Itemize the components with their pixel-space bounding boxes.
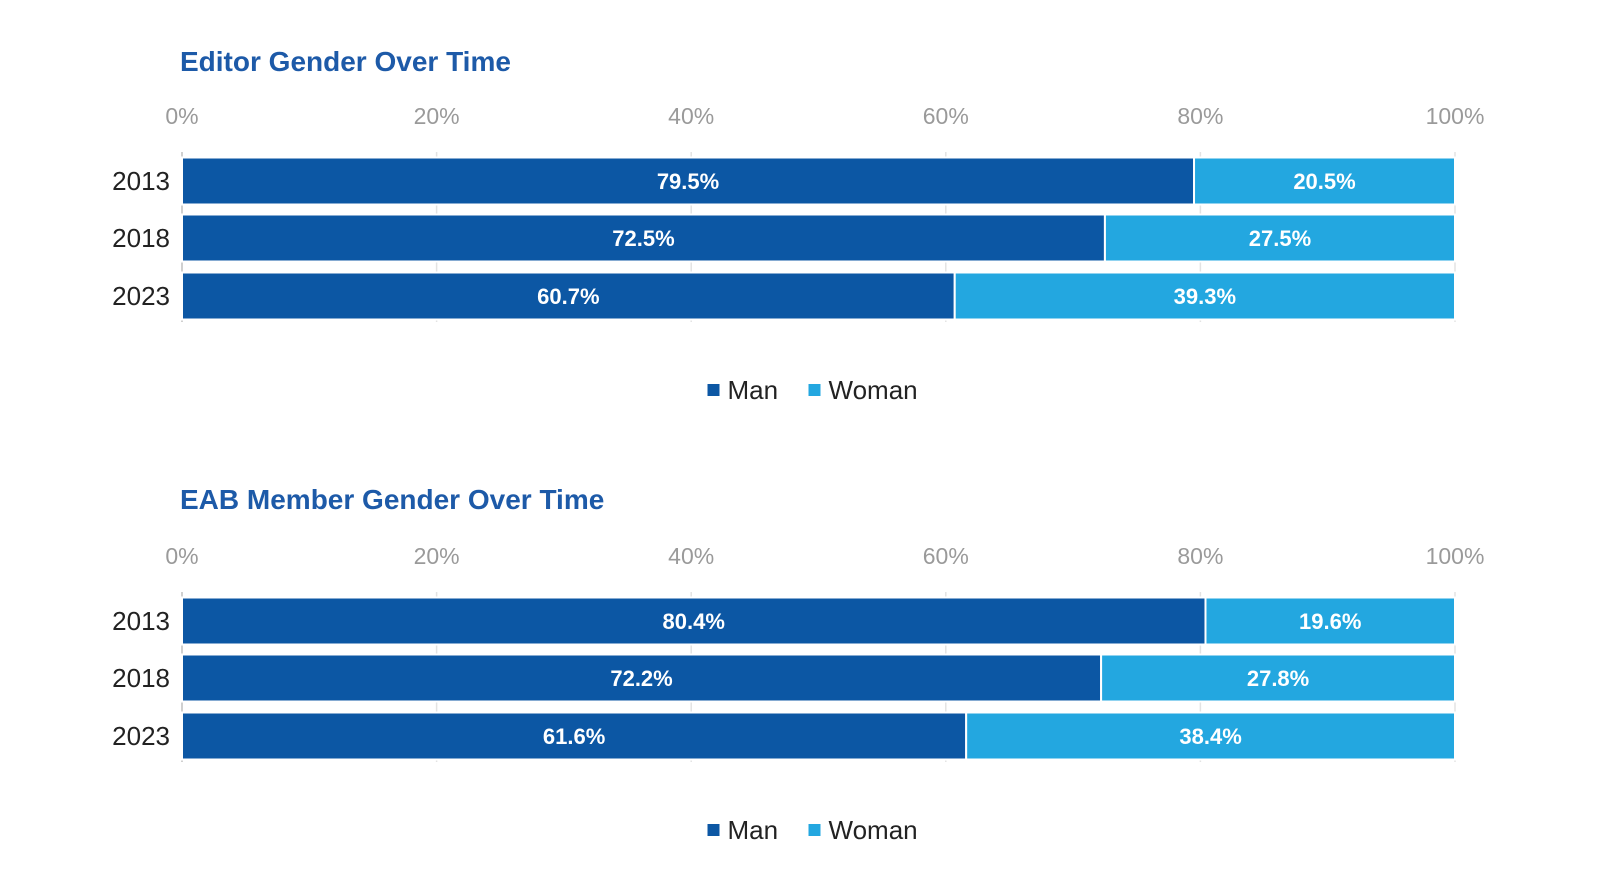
category-label: 2018 — [112, 223, 170, 253]
x-tick-label: 40% — [668, 543, 714, 569]
legend-swatch-woman — [808, 384, 821, 396]
bar-man — [181, 711, 968, 761]
bar-woman — [1103, 213, 1457, 263]
data-label: 19.6% — [1299, 609, 1361, 634]
category-label: 2023 — [112, 721, 170, 751]
x-tick-label: 60% — [923, 103, 969, 129]
chart-eab-member-gender: EAB Member Gender Over Time 0% 20% 40% 60% 8… — [0, 440, 1606, 860]
data-label: 80.4% — [663, 609, 725, 634]
data-label: 60.7% — [537, 284, 599, 309]
bar-woman — [1193, 156, 1457, 206]
bar-woman — [1204, 596, 1456, 646]
legend-label-man: Man — [728, 815, 779, 845]
x-tick-label: 0% — [165, 103, 198, 129]
legend-swatch-man — [707, 824, 720, 836]
chart-plot: 0% 20% 40% 60% 80% 100% 2013 79.5% 20.5% 2018 72.5… — [112, 103, 1485, 405]
bar-man — [181, 271, 956, 321]
data-label: 27.8% — [1247, 666, 1309, 691]
x-tick-label: 80% — [1177, 103, 1223, 129]
category-label: 2018 — [112, 663, 170, 693]
x-tick-label: 100% — [1426, 543, 1485, 569]
chart-title: Editor Gender Over Time — [180, 46, 511, 77]
category-label: 2013 — [112, 606, 170, 636]
data-label: 39.3% — [1174, 284, 1236, 309]
data-label: 61.6% — [543, 724, 605, 749]
x-tick-label: 80% — [1177, 543, 1223, 569]
x-tick-label: 100% — [1426, 103, 1485, 129]
data-label: 38.4% — [1179, 724, 1241, 749]
x-tick-label: 60% — [923, 543, 969, 569]
x-tick-label: 20% — [414, 103, 460, 129]
x-tick-label: 0% — [165, 543, 198, 569]
chart-plot: 0% 20% 40% 60% 80% 100% 2013 80.4% 19.6% 2018 72.2… — [112, 543, 1485, 845]
legend-label-man: Man — [728, 375, 779, 405]
bar-man — [181, 213, 1106, 263]
data-label: 72.5% — [612, 226, 674, 251]
chart-title: EAB Member Gender Over Time — [180, 484, 605, 515]
data-label: 27.5% — [1249, 226, 1311, 251]
bar-woman — [953, 271, 1456, 321]
chart-editor-gender: Editor Gender Over Time 0% 20% 40% 60% 80% 10… — [0, 0, 1606, 420]
x-tick-label: 40% — [668, 103, 714, 129]
legend-swatch-man — [707, 384, 720, 396]
x-tick-label: 20% — [414, 543, 460, 569]
data-label: 79.5% — [657, 169, 719, 194]
legend-label-woman: Woman — [829, 815, 918, 845]
bar-woman — [1100, 653, 1456, 703]
category-label: 2023 — [112, 281, 170, 311]
data-label: 72.2% — [610, 666, 672, 691]
legend-label-woman: Woman — [829, 375, 918, 405]
category-label: 2013 — [112, 166, 170, 196]
data-label: 20.5% — [1293, 169, 1355, 194]
bar-woman — [965, 711, 1457, 761]
legend-swatch-woman — [808, 824, 821, 836]
